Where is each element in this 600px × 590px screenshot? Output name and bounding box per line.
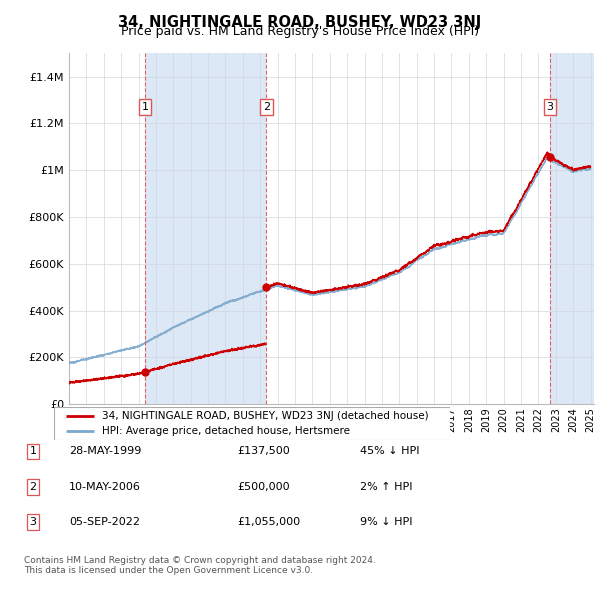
Text: 1: 1: [142, 102, 149, 112]
Text: £500,000: £500,000: [237, 482, 290, 491]
Text: 3: 3: [547, 102, 554, 112]
Text: 34, NIGHTINGALE ROAD, BUSHEY, WD23 3NJ (detached house): 34, NIGHTINGALE ROAD, BUSHEY, WD23 3NJ (…: [101, 411, 428, 421]
Text: Contains HM Land Registry data © Crown copyright and database right 2024.
This d: Contains HM Land Registry data © Crown c…: [24, 556, 376, 575]
Text: £1,055,000: £1,055,000: [237, 517, 300, 527]
Bar: [550, 53, 596, 404]
Text: 2% ↑ HPI: 2% ↑ HPI: [360, 482, 413, 491]
Text: 9% ↓ HPI: 9% ↓ HPI: [360, 517, 413, 527]
FancyBboxPatch shape: [54, 407, 450, 440]
Text: 10-MAY-2006: 10-MAY-2006: [69, 482, 141, 491]
Text: 34, NIGHTINGALE ROAD, BUSHEY, WD23 3NJ: 34, NIGHTINGALE ROAD, BUSHEY, WD23 3NJ: [118, 15, 482, 30]
Text: 3: 3: [29, 517, 37, 527]
Text: 05-SEP-2022: 05-SEP-2022: [69, 517, 140, 527]
Text: HPI: Average price, detached house, Hertsmere: HPI: Average price, detached house, Hert…: [101, 427, 350, 437]
Text: £137,500: £137,500: [237, 447, 290, 456]
Text: 45% ↓ HPI: 45% ↓ HPI: [360, 447, 419, 456]
Text: 28-MAY-1999: 28-MAY-1999: [69, 447, 142, 456]
Text: Price paid vs. HM Land Registry's House Price Index (HPI): Price paid vs. HM Land Registry's House …: [121, 25, 479, 38]
Text: 1: 1: [29, 447, 37, 456]
Text: 2: 2: [263, 102, 270, 112]
Text: 2: 2: [29, 482, 37, 491]
Bar: [145, 53, 266, 404]
